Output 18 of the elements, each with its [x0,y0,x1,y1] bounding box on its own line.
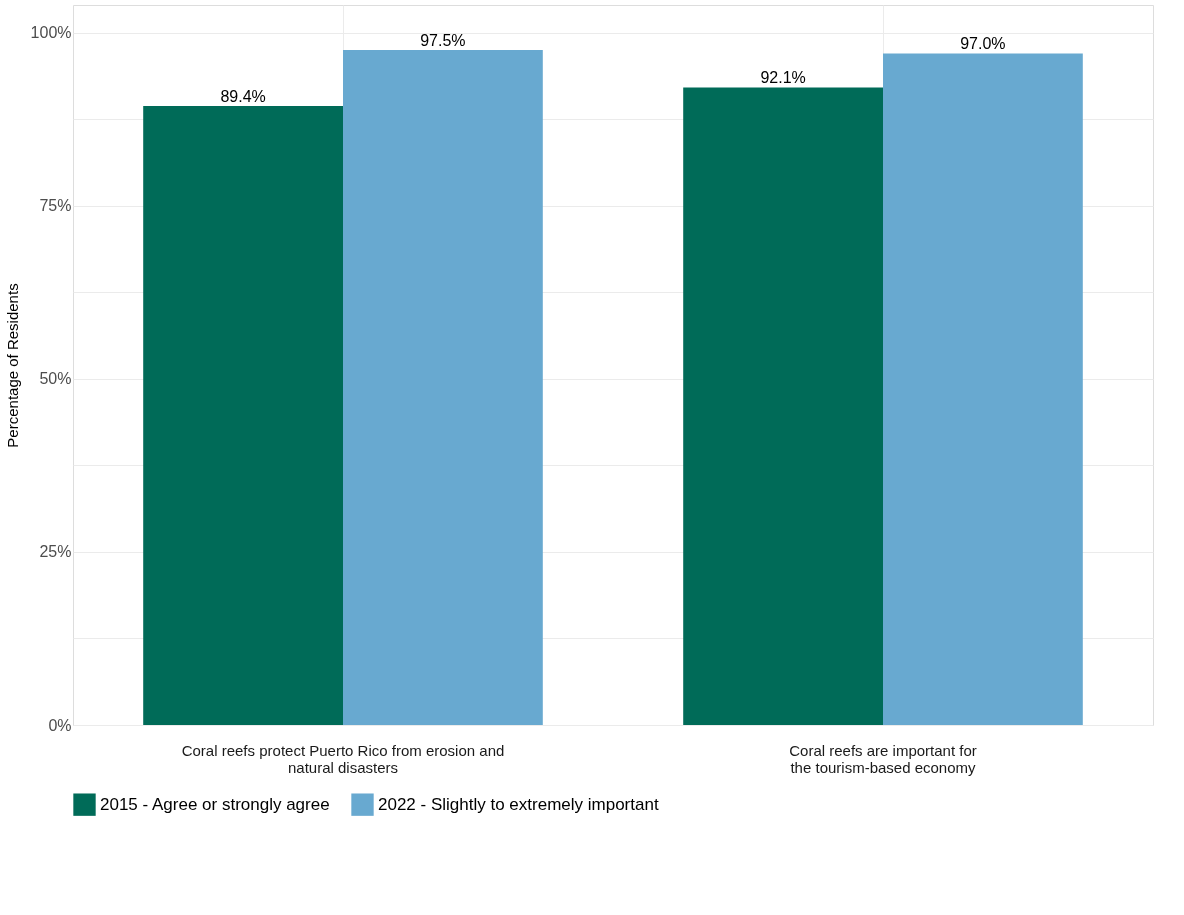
legend-label: 2015 - Agree or strongly agree [100,794,330,814]
y-tick-label: 25% [39,543,72,561]
y-tick-label: 100% [30,24,72,42]
y-tick-label: 50% [39,370,72,388]
y-tick-label: 0% [48,716,72,734]
bar [343,50,543,725]
y-tick-label: 75% [39,197,72,215]
data-label: 89.4% [220,88,266,106]
data-label: 92.1% [760,69,806,87]
x-tick-label: Coral reefs are important for the tourism-based economy [789,741,977,776]
legend-label: 2022 - Slightly to extremely important [378,794,659,814]
bar [683,87,883,725]
bar [883,53,1083,725]
bar [143,106,343,725]
x-tick-label: Coral reefs protect Puerto Rico from erosion and natural disasters [181,741,505,776]
data-label: 97.5% [420,32,466,49]
y-axis-title: Percentage of Residents [3,283,21,448]
data-label: 97.0% [960,35,1006,53]
